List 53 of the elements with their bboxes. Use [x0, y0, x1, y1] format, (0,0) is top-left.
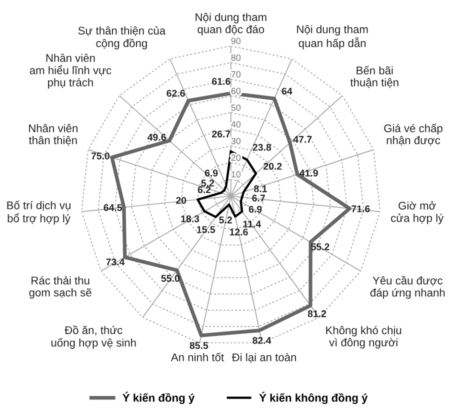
spoke-label: Đi lại an toàn [232, 352, 296, 363]
data-label: 71.6 [352, 205, 370, 212]
data-label: 73.4 [106, 258, 125, 266]
spoke-label: Bố trí dịch vụ bổ trợ hợp lý [7, 200, 70, 225]
y-tick-label: 40 [231, 121, 241, 128]
spoke-label: Sự thân thiện của cộng đồng [78, 26, 166, 50]
spoke-label: Nhân viên thân thiện [28, 124, 78, 146]
data-label: 26.7 [212, 130, 230, 138]
y-tick-label: 80 [231, 54, 241, 61]
spoke-label: Bến bãi thuận tiện [350, 66, 398, 88]
data-label: 20.2 [264, 162, 282, 170]
spoke-label: An ninh tốt [170, 352, 224, 362]
data-label: 47.7 [293, 136, 312, 143]
data-label: 5.2 [201, 180, 214, 187]
data-label: 8.1 [254, 185, 267, 192]
data-label: 6.9 [204, 170, 218, 177]
data-label: 64 [282, 88, 292, 95]
data-label: 15.5 [197, 226, 216, 234]
data-label: 11.4 [243, 220, 261, 228]
data-label: 81.2 [308, 310, 326, 318]
data-label: 62.6 [166, 90, 185, 97]
spoke-label: Rác thải thu gom sạch sẽ [29, 276, 92, 299]
y-tick-label: 70 [231, 71, 241, 78]
y-tick-label: 20 [231, 154, 241, 161]
y-tick-label: 30 [231, 138, 241, 144]
data-label: 64.5 [104, 204, 122, 212]
data-label: 49.6 [147, 134, 166, 141]
spoke-label: Nội dung tham quan hấp dẫn [297, 25, 368, 50]
data-label: 12.6 [230, 228, 248, 236]
data-label: 6.2 [198, 186, 211, 194]
legend-label: Ý kiến không đồng ý [259, 392, 368, 404]
data-label: 41.9 [300, 170, 318, 176]
data-label: 23.8 [252, 144, 272, 151]
data-label: 18.3 [181, 215, 200, 222]
data-label: 6.9 [248, 206, 262, 213]
spoke-label: Giờ mở cửa hợp lý [391, 201, 444, 224]
legend-label: Ý kiến đồng ý [122, 392, 195, 404]
data-label: 61.6 [212, 78, 230, 85]
y-tick-label: 50 [231, 104, 241, 111]
data-label: 20 [176, 196, 186, 204]
data-label: 82.4 [252, 337, 272, 344]
spoke-label: Không khó chịu vì đông người [326, 326, 402, 349]
spoke-label: Đồ ăn, thức uống hợp vệ sinh [51, 325, 136, 349]
data-label: 6.7 [252, 194, 265, 202]
data-label: 85.5 [190, 342, 208, 349]
y-tick-label: 90 [231, 38, 241, 44]
y-tick-label: 10 [232, 171, 241, 178]
data-label: 5.2 [219, 216, 232, 224]
spoke-label: Yêu cầu được đáp ứng nhanh [370, 276, 445, 299]
spoke-label: Giá vé chấp nhận được [384, 124, 442, 146]
spoke-label: Nội dung tham quan độc đáo [196, 12, 266, 36]
data-label: 75.0 [91, 152, 110, 160]
spoke-label: Nhân viên am hiểu lĩnh vực phụ trách [30, 54, 112, 89]
